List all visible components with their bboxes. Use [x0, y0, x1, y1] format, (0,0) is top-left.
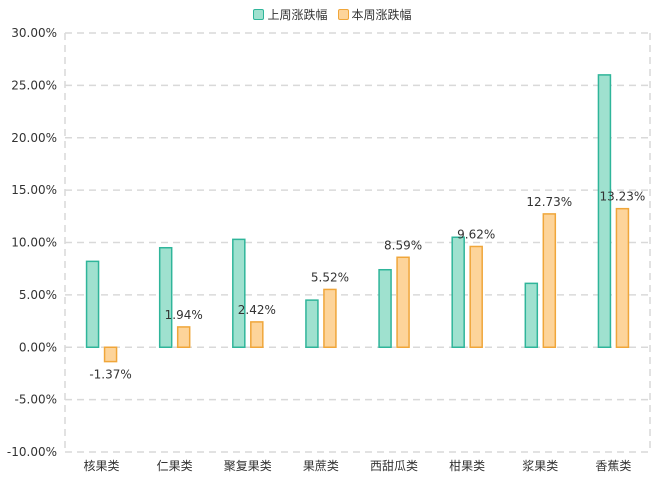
- bar: [305, 299, 319, 348]
- x-tick-label: 核果类: [84, 459, 120, 473]
- y-tick-label: 30.00%: [11, 26, 57, 40]
- bar: [323, 288, 337, 349]
- x-tick-label: 西甜瓜类: [370, 459, 418, 473]
- data-label: -1.37%: [89, 368, 131, 382]
- legend-label-last-week: 上周涨跌幅: [267, 8, 328, 22]
- bar: [469, 245, 483, 348]
- bar: [103, 346, 118, 363]
- legend-item-last-week[interactable]: 上周涨跌幅: [253, 6, 328, 23]
- data-label: 13.23%: [600, 190, 646, 204]
- x-tick-label: 聚复果类: [224, 459, 272, 473]
- legend-label-this-week: 本周涨跌幅: [351, 8, 412, 22]
- bar: [396, 256, 410, 348]
- bar: [524, 282, 539, 349]
- y-tick-label: 5.00%: [19, 288, 57, 302]
- data-label: 5.52%: [311, 270, 349, 284]
- y-tick-label: 10.00%: [11, 236, 57, 250]
- data-label: 1.94%: [165, 308, 203, 322]
- bar: [378, 268, 392, 348]
- legend-swatch-this-week: [337, 9, 349, 20]
- legend-item-this-week[interactable]: 本周涨跌幅: [337, 6, 412, 23]
- x-tick-label: 浆果类: [522, 458, 558, 473]
- bar: [158, 246, 173, 348]
- bar: [597, 74, 612, 349]
- data-label: 9.62%: [457, 227, 495, 241]
- data-label: 8.59%: [384, 238, 422, 252]
- y-tick-label: 25.00%: [11, 78, 57, 92]
- bar: [85, 260, 100, 349]
- x-tick-label: 仁果类: [157, 459, 193, 473]
- bar: [232, 238, 246, 348]
- y-tick-label: 15.00%: [11, 183, 57, 197]
- bar: [615, 207, 630, 348]
- legend-swatch-last-week: [253, 9, 265, 20]
- y-tick-label: -5.00%: [15, 393, 57, 407]
- legend: 上周涨跌幅 本周涨跌幅: [0, 6, 665, 23]
- y-tick-label: 20.00%: [11, 131, 57, 145]
- y-tick-label: -10.00%: [7, 445, 57, 459]
- bar: [176, 326, 191, 348]
- y-tick-label: 0.00%: [19, 340, 57, 354]
- x-tick-label: 柑果类: [449, 458, 485, 473]
- x-tick-label: 香蕉类: [595, 459, 631, 473]
- bar: [542, 213, 557, 348]
- data-label: 12.73%: [526, 195, 572, 209]
- x-tick-label: 果蔗类: [303, 459, 339, 473]
- data-label: 2.42%: [238, 303, 276, 317]
- bar: [250, 321, 264, 349]
- bar: [451, 236, 465, 348]
